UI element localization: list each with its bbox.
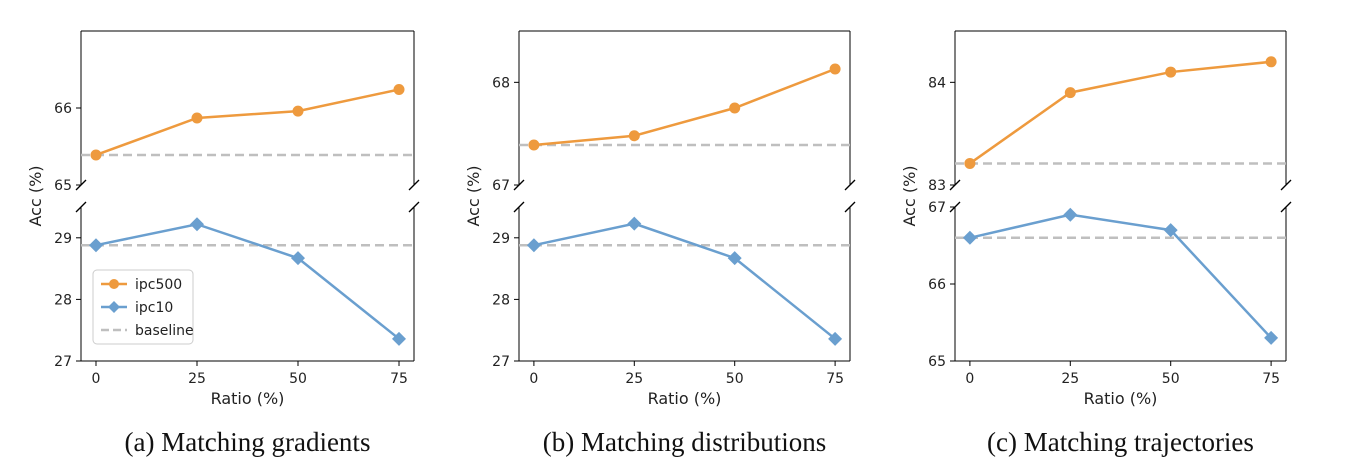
subplot-caption: (c) Matching trajectories	[987, 427, 1254, 457]
data-point-ipc10	[627, 216, 642, 231]
x-tick-label: 75	[390, 371, 408, 387]
axis-break-mark	[844, 201, 856, 213]
y-tick-label: 65	[54, 178, 72, 194]
data-point-ipc10	[727, 251, 742, 266]
series-line-ipc500	[533, 67, 836, 147]
y-tick-label: 27	[54, 354, 72, 370]
axes-top: 65 66	[54, 30, 415, 194]
x-axis-label: Ratio (%)	[1084, 389, 1158, 408]
series-line-ipc500	[969, 60, 1272, 165]
data-point-ipc500	[90, 149, 102, 161]
data-point-ipc500	[729, 102, 741, 114]
y-tick-label: 27	[492, 354, 510, 370]
series-line-ipc10	[533, 222, 836, 340]
x-tick-label: 75	[826, 371, 844, 387]
data-point-ipc10	[392, 331, 407, 346]
data-point-ipc10	[1063, 207, 1078, 222]
x-tick-label: 0	[529, 371, 538, 387]
y-tick-label: 29	[54, 231, 72, 247]
legend-label: ipc500	[135, 277, 182, 293]
subplot-2: 67 68 27 28 29 0 25 50 75 Ratio (%) Acc (%) (b) Mat…	[464, 30, 856, 457]
axis-break-mark	[949, 201, 961, 213]
subplot-caption: (b) Matching distributions	[543, 427, 826, 457]
x-tick-label: 0	[92, 371, 101, 387]
y-tick-label: 66	[54, 101, 72, 117]
x-tick-label: 50	[289, 371, 307, 387]
data-point-ipc10	[526, 238, 541, 253]
axis-break-mark	[1280, 201, 1292, 213]
data-point-ipc500	[964, 157, 976, 169]
data-point-ipc10	[1264, 330, 1279, 345]
x-tick-label: 50	[1162, 371, 1180, 387]
data-point-ipc10	[189, 217, 204, 232]
axis-break-mark	[408, 179, 420, 191]
y-tick-label: 83	[928, 178, 946, 194]
y-axis-label: Acc (%)	[26, 165, 45, 226]
data-point-ipc10	[1163, 223, 1178, 238]
y-tick-label: 66	[928, 277, 946, 293]
axis-break-mark	[949, 179, 961, 191]
series-line-ipc500	[95, 88, 400, 157]
y-tick-label: 28	[54, 292, 72, 308]
axes-bottom: 27 28 29	[492, 207, 851, 370]
data-point-ipc500	[191, 112, 203, 124]
x-tick-label: 50	[726, 371, 744, 387]
axis-break-mark	[844, 179, 856, 191]
legend: ipc500 ipc10 baseline	[92, 269, 194, 345]
axes-top: 67 68	[492, 30, 851, 194]
y-tick-label: 29	[492, 231, 510, 247]
axis-break-mark	[75, 201, 87, 213]
x-axis-label: Ratio (%)	[211, 389, 285, 408]
axis-break-mark	[408, 201, 420, 213]
series-line-ipc10	[969, 213, 1273, 339]
subplot-3: 83 84 65 66 67 0 25 50 75 Ratio (%) Acc (%) (c) Mat…	[900, 30, 1292, 457]
axes-bottom: 65 66 67	[928, 200, 1287, 370]
data-point-ipc10	[291, 251, 306, 266]
data-point-ipc10	[88, 238, 103, 253]
y-tick-label: 84	[928, 75, 946, 91]
subplot-1: 65 66 27 28 29 0 25 50 75 Ratio (%) Acc (%) (a) Mat…	[26, 30, 420, 457]
data-point-ipc500	[292, 105, 304, 117]
axis-break-mark	[513, 201, 525, 213]
legend-marker-ipc500	[109, 279, 119, 289]
data-point-ipc500	[1165, 66, 1177, 78]
axis-break-mark	[75, 179, 87, 191]
subplot-caption: (a) Matching gradients	[125, 427, 371, 457]
y-axis-label: Acc (%)	[900, 165, 919, 226]
y-tick-label: 67	[492, 178, 510, 194]
x-axis-label: Ratio (%)	[648, 389, 722, 408]
data-point-ipc10	[828, 331, 843, 346]
y-tick-label: 68	[492, 75, 510, 91]
axis-break-mark	[1280, 179, 1292, 191]
x-tick-label: 25	[188, 371, 206, 387]
axes-top: 83 84	[928, 30, 1287, 194]
data-point-ipc500	[393, 84, 405, 96]
legend-marker-ipc10	[108, 301, 120, 313]
legend-label: baseline	[135, 323, 194, 339]
x-tick-label: 25	[625, 371, 643, 387]
data-point-ipc500	[829, 63, 841, 75]
y-tick-label: 65	[928, 354, 946, 370]
data-point-ipc500	[1265, 56, 1277, 68]
data-point-ipc500	[628, 130, 640, 142]
axes-bottom: 27 28 29	[54, 207, 415, 370]
series-line-ipc10	[95, 222, 400, 340]
axis-break-mark	[513, 179, 525, 191]
x-tick-label: 25	[1061, 371, 1079, 387]
legend-label: ipc10	[135, 300, 173, 316]
y-axis-label: Acc (%)	[464, 165, 483, 226]
data-point-ipc500	[528, 139, 540, 151]
data-point-ipc500	[1064, 87, 1076, 99]
legend-box	[92, 269, 194, 345]
y-tick-label: 67	[928, 200, 946, 216]
data-point-ipc10	[962, 230, 977, 245]
x-tick-label: 75	[1262, 371, 1280, 387]
x-tick-label: 0	[965, 371, 974, 387]
y-tick-label: 28	[492, 292, 510, 308]
